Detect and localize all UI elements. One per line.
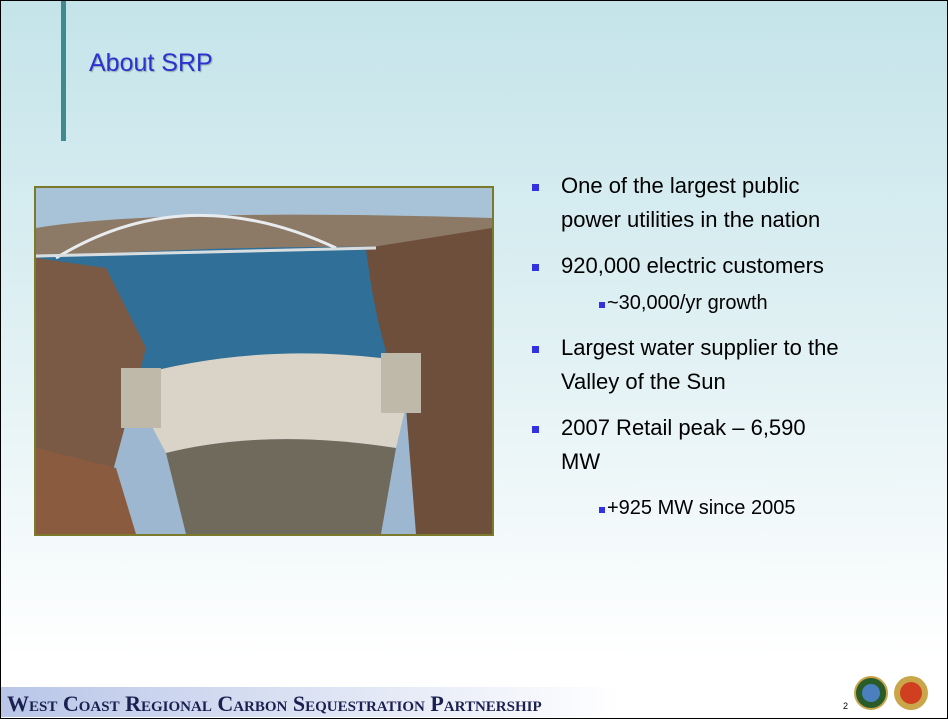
bullet-icon [532, 184, 539, 191]
bullet-text: power utilities in the nation [561, 207, 821, 232]
sub-bullet-text: +925 MW since 2005 [607, 497, 796, 519]
dam-photo [34, 186, 494, 536]
bullet-icon [532, 346, 539, 353]
page-number: 2 [843, 701, 849, 711]
accent-bar [61, 1, 66, 141]
footer-bar [1, 687, 621, 717]
bullet-text: 2007 Retail peak – 6,590 [561, 415, 806, 440]
footer-text: West Coast Regional Carbon Sequestration… [7, 691, 542, 716]
sub-bullet-icon [599, 507, 605, 513]
sub-bullet-text: ~30,000/yr growth [607, 292, 768, 314]
bullet-text: MW [561, 449, 601, 474]
slide-title: About SRP [89, 49, 213, 77]
bullet-text: Largest water supplier to the [561, 335, 839, 360]
sub-bullet-icon [599, 302, 605, 308]
bullet-text: 920,000 electric customers [561, 253, 824, 278]
bullet-text: One of the largest public [561, 173, 800, 198]
bullet-icon [532, 426, 539, 433]
bullet-icon [532, 264, 539, 271]
bullet-text: Valley of the Sun [561, 369, 726, 394]
logos [854, 676, 928, 710]
